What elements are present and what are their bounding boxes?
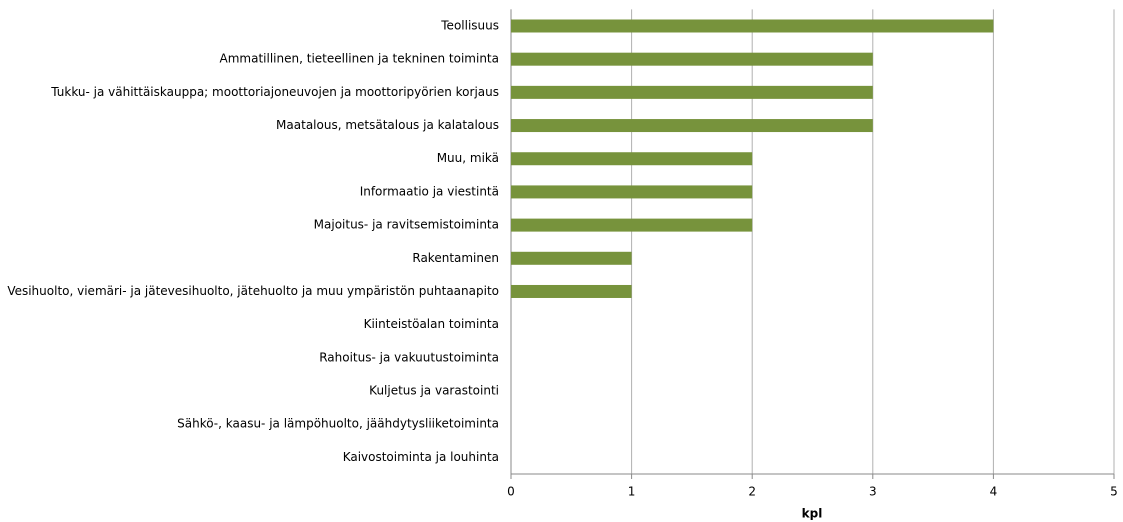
y-tick-label: Rakentaminen <box>412 251 499 265</box>
bar <box>511 185 753 199</box>
x-tick-label: 5 <box>1110 485 1118 499</box>
y-tick-label: Teollisuus <box>440 18 499 32</box>
x-tick-label: 3 <box>869 485 877 499</box>
y-tick-label: Kuljetus ja varastointi <box>369 384 499 398</box>
y-tick-label: Ammatillinen, tieteellinen ja tekninen t… <box>220 52 499 66</box>
bar <box>511 119 873 133</box>
y-tick-label: Kiinteistöalan toiminta <box>364 317 499 331</box>
bar <box>511 19 994 33</box>
y-tick-label: Rahoitus- ja vakuutustoiminta <box>319 350 499 364</box>
x-tick-label: 0 <box>507 485 515 499</box>
x-tick-label: 4 <box>990 485 998 499</box>
y-tick-label: Majoitus- ja ravitsemistoiminta <box>314 218 499 232</box>
x-tick-label: 2 <box>748 485 756 499</box>
bar <box>511 251 632 265</box>
bar <box>511 52 873 66</box>
bar <box>511 152 753 166</box>
x-tick-label: 1 <box>628 485 636 499</box>
y-tick-label: Vesihuolto, viemäri- ja jätevesihuolto, … <box>7 284 499 298</box>
bar <box>511 85 873 99</box>
y-tick-label: Informaatio ja viestintä <box>360 184 499 198</box>
y-tick-label: Muu, mikä <box>437 151 499 165</box>
y-tick-label: Kaivostoiminta ja louhinta <box>343 450 499 464</box>
bar <box>511 218 753 232</box>
bar <box>511 284 632 298</box>
y-tick-label: Tukku- ja vähittäiskauppa; moottoriajone… <box>50 85 499 99</box>
x-axis-label: kpl <box>802 507 823 521</box>
y-tick-label: Maatalous, metsätalous ja kalatalous <box>276 118 499 132</box>
y-tick-label: Sähkö-, kaasu- ja lämpöhuolto, jäähdytys… <box>177 417 499 431</box>
